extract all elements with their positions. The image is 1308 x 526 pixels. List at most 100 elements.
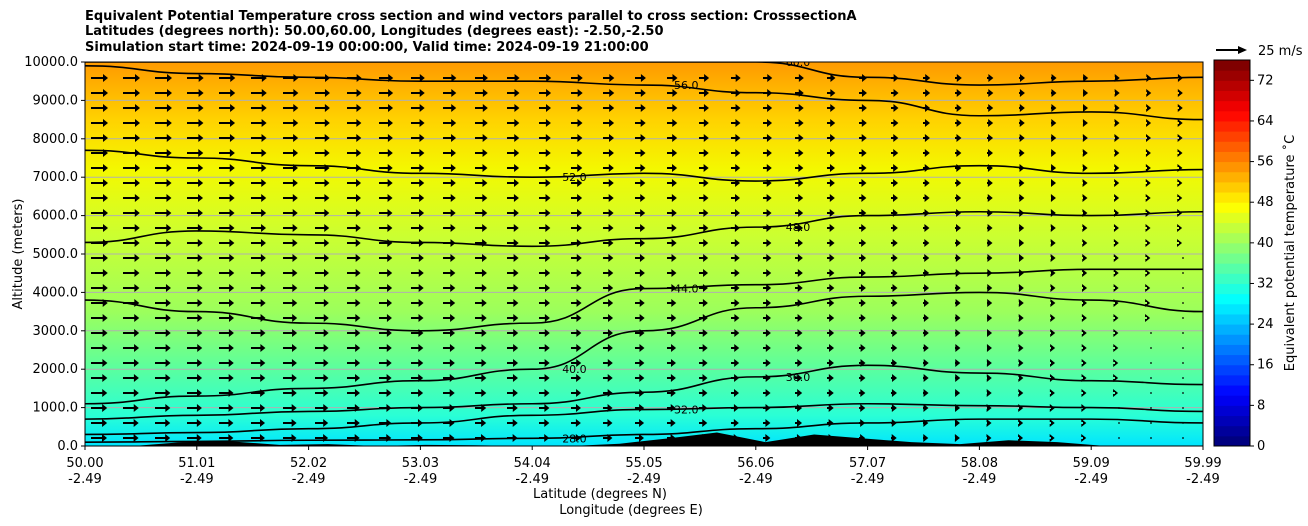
wind-vector xyxy=(731,344,740,352)
wind-vector xyxy=(795,299,803,307)
x-tick-label-lat: 59.09 xyxy=(1073,456,1110,471)
wind-vector xyxy=(699,134,709,142)
wind-vector xyxy=(635,269,645,277)
colorbar-band xyxy=(1214,161,1250,173)
colorbar-band xyxy=(1214,151,1250,163)
wind-vector xyxy=(1081,329,1087,337)
wind-vector xyxy=(1050,284,1056,292)
wind-vector xyxy=(571,269,582,277)
wind-vector xyxy=(251,389,266,397)
wind-vector xyxy=(667,404,676,412)
colorbar-band xyxy=(1214,334,1250,345)
wind-vector xyxy=(315,254,330,262)
wind-vector xyxy=(603,194,614,202)
wind-vector xyxy=(187,134,204,142)
wind-vector xyxy=(954,434,960,442)
wind-vector xyxy=(795,284,803,292)
wind-vector xyxy=(1113,254,1119,262)
wind-vector xyxy=(987,239,993,247)
wind-vector xyxy=(411,149,425,157)
wind-vector xyxy=(859,149,867,157)
wind-vector xyxy=(1082,269,1088,277)
wind-vector xyxy=(1182,287,1184,289)
wind-vector xyxy=(987,179,993,187)
wind-vector xyxy=(251,434,265,442)
wind-vector xyxy=(1114,74,1120,82)
x-tick-label-lon: -2.49 xyxy=(963,472,997,487)
wind-vector xyxy=(507,314,519,322)
wind-vector xyxy=(1114,134,1120,142)
wind-vector xyxy=(1082,284,1088,292)
wind-vector xyxy=(379,359,392,367)
wind-vector xyxy=(923,284,930,292)
wind-vector xyxy=(283,224,298,232)
wind-vector xyxy=(603,209,614,217)
wind-vector xyxy=(1182,332,1184,334)
wind-vector xyxy=(219,104,236,112)
wind-vector xyxy=(986,434,992,442)
colorbar-frame xyxy=(1213,59,1251,447)
wind-vector xyxy=(763,134,772,142)
wind-vector xyxy=(411,254,424,262)
y-tick-label: 2000.0 xyxy=(33,362,79,377)
wind-vector xyxy=(1182,317,1184,319)
wind-vector xyxy=(795,404,803,412)
wind-vector xyxy=(667,299,677,307)
wind-vector xyxy=(251,74,267,82)
wind-vector xyxy=(475,89,488,97)
wind-vector xyxy=(603,419,613,427)
wind-vector xyxy=(379,119,393,127)
wind-vector xyxy=(1177,134,1183,142)
wind-vector xyxy=(699,194,709,202)
wind-vector xyxy=(827,299,835,307)
wind-vector xyxy=(699,419,708,427)
wind-vector xyxy=(827,419,834,427)
wind-vector xyxy=(507,374,518,382)
wind-vector xyxy=(91,419,108,427)
wind-vector xyxy=(315,179,330,187)
wind-vector xyxy=(827,104,836,112)
wind-vector xyxy=(667,209,677,217)
wind-vector xyxy=(955,269,961,277)
wind-vector xyxy=(155,284,171,292)
wind-vector xyxy=(763,269,772,277)
contour-label: 52.0 xyxy=(562,171,587,184)
x-tick-label-lat: 53.03 xyxy=(402,456,439,471)
wind-vector xyxy=(507,419,518,427)
wind-vector xyxy=(667,359,676,367)
wind-vector xyxy=(1018,314,1024,322)
wind-vector xyxy=(379,314,392,322)
colorbar-tick-label: 8 xyxy=(1257,398,1265,413)
colorbar-band xyxy=(1214,120,1250,132)
wind-vector xyxy=(1083,74,1089,82)
wind-vector xyxy=(315,209,330,217)
wind-vector xyxy=(1114,149,1120,157)
wind-vector xyxy=(123,74,140,82)
wind-vector xyxy=(635,404,645,412)
wind-vector xyxy=(155,224,172,232)
wind-vector xyxy=(635,119,646,127)
wind-vector xyxy=(763,104,773,112)
wind-vector xyxy=(1019,194,1025,202)
wind-vector xyxy=(955,344,961,352)
wind-vector xyxy=(123,284,140,292)
wind-vector xyxy=(283,314,298,322)
wind-vector xyxy=(699,149,709,157)
wind-vector xyxy=(1182,407,1184,409)
wind-vector xyxy=(219,254,235,262)
wind-vector xyxy=(443,104,457,112)
wind-vector xyxy=(283,359,297,367)
wind-vector xyxy=(91,179,108,187)
wind-vector xyxy=(667,254,677,262)
wind-vector xyxy=(155,269,172,277)
wind-vector xyxy=(731,179,741,187)
wind-vector xyxy=(859,299,866,307)
wind-vector xyxy=(571,119,583,127)
wind-vector xyxy=(219,404,234,412)
colorbar-band xyxy=(1214,181,1250,193)
wind-vector xyxy=(987,224,993,232)
wind-vector xyxy=(187,329,203,337)
wind-vector xyxy=(251,284,266,292)
wind-vector xyxy=(411,314,424,322)
wind-vector xyxy=(411,299,424,307)
